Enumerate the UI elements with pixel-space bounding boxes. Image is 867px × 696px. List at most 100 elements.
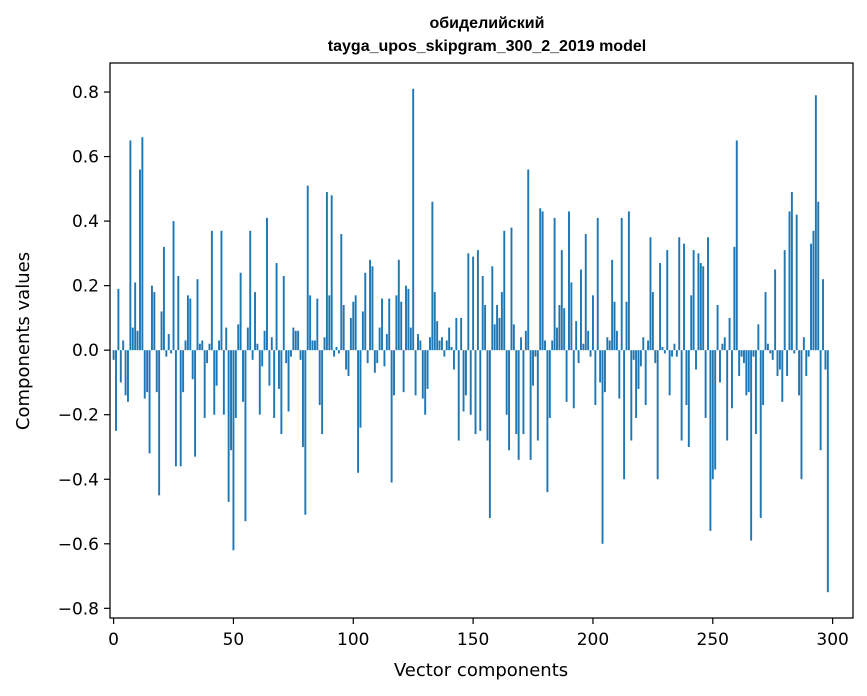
bar-26 <box>174 350 177 467</box>
bar-274 <box>769 350 772 354</box>
bar-118 <box>395 295 398 351</box>
bar-19 <box>158 350 161 496</box>
bar-102 <box>357 350 360 473</box>
bar-106 <box>366 350 369 364</box>
bar-295 <box>819 350 822 451</box>
bar-87 <box>321 350 324 435</box>
bar-250 <box>711 350 714 480</box>
bar-148 <box>467 253 470 351</box>
bar-168 <box>515 350 518 435</box>
bar-279 <box>781 350 784 402</box>
bar-287 <box>800 350 803 480</box>
bar-71 <box>282 275 285 351</box>
bar-181 <box>546 350 549 493</box>
bar-235 <box>675 350 678 357</box>
bar-25 <box>172 221 175 351</box>
bar-33 <box>191 350 194 380</box>
bar-192 <box>572 350 575 409</box>
bar-290 <box>807 350 810 357</box>
bar-94 <box>337 350 340 354</box>
bar-167 <box>512 324 515 351</box>
x-tick-label: 0 <box>108 630 119 650</box>
bar-72 <box>285 350 288 364</box>
bar-256 <box>726 350 729 441</box>
bar-217 <box>632 350 635 360</box>
bar-16 <box>150 285 153 351</box>
bar-134 <box>433 292 436 351</box>
bar-223 <box>647 340 650 351</box>
bar-153 <box>479 350 482 431</box>
bar-138 <box>443 350 446 357</box>
bar-122 <box>405 285 407 351</box>
bar-194 <box>577 350 580 364</box>
bar-21 <box>162 246 165 351</box>
bar-221 <box>642 337 645 351</box>
bar-188 <box>563 308 566 351</box>
bar-126 <box>414 350 417 396</box>
bar-242 <box>692 250 695 351</box>
bar-155 <box>484 305 487 351</box>
bar-281 <box>786 350 789 376</box>
bar-112 <box>381 298 383 351</box>
bar-55 <box>244 350 247 522</box>
bar-140 <box>448 327 451 351</box>
bar-159 <box>493 324 496 351</box>
bar-170 <box>520 337 523 351</box>
bar-224 <box>649 237 652 351</box>
bar-204 <box>601 350 604 544</box>
bar-90 <box>328 295 331 351</box>
plot-frame <box>109 62 854 619</box>
bar-180 <box>544 340 546 351</box>
bar-261 <box>738 350 741 376</box>
bar-29 <box>182 350 185 393</box>
bar-176 <box>534 350 537 357</box>
bar-257 <box>728 317 731 351</box>
bar-227 <box>656 350 659 480</box>
bar-68 <box>275 263 278 351</box>
bar-284 <box>793 350 796 354</box>
bar-103 <box>359 350 362 428</box>
bar-131 <box>426 350 429 389</box>
bar-41 <box>210 230 213 351</box>
bar-294 <box>817 201 820 351</box>
bar-202 <box>596 217 599 351</box>
y-tick-label: 0.2 <box>72 277 99 297</box>
bar-111 <box>378 327 381 351</box>
bar-215 <box>627 211 630 351</box>
chart-title: обиделийский <box>430 15 545 32</box>
bar-147 <box>464 350 467 396</box>
bar-80 <box>304 350 307 515</box>
bar-203 <box>599 350 602 383</box>
bar-260 <box>735 140 738 351</box>
bar-142 <box>452 350 455 370</box>
bar-149 <box>469 350 472 415</box>
bar-209 <box>613 301 616 351</box>
bar-24 <box>170 350 173 354</box>
bar-119 <box>397 259 400 351</box>
bar-20 <box>160 311 163 351</box>
bar-139 <box>445 340 448 351</box>
bar-154 <box>481 275 484 351</box>
bar-123 <box>407 288 410 351</box>
bar-23 <box>167 334 170 351</box>
bar-12 <box>141 137 144 351</box>
bar-88 <box>323 337 326 351</box>
x-axis-ticks: 0 50 100 150 200 250 300 <box>108 618 849 650</box>
bar-89 <box>325 192 328 351</box>
bar-132 <box>429 337 431 351</box>
bar-255 <box>723 337 726 351</box>
bar-190 <box>568 211 570 351</box>
bar-267 <box>752 350 755 357</box>
bar-58 <box>251 350 254 360</box>
bar-230 <box>663 350 666 354</box>
bar-283 <box>790 192 793 351</box>
bar-177 <box>536 350 539 441</box>
bar-259 <box>733 246 736 351</box>
bar-205 <box>603 350 606 393</box>
bar-2 <box>117 288 120 351</box>
bar-35 <box>196 279 199 351</box>
bar-197 <box>584 234 587 351</box>
bar-136 <box>438 340 441 351</box>
bar-243 <box>695 350 697 370</box>
bar-4 <box>122 340 125 351</box>
